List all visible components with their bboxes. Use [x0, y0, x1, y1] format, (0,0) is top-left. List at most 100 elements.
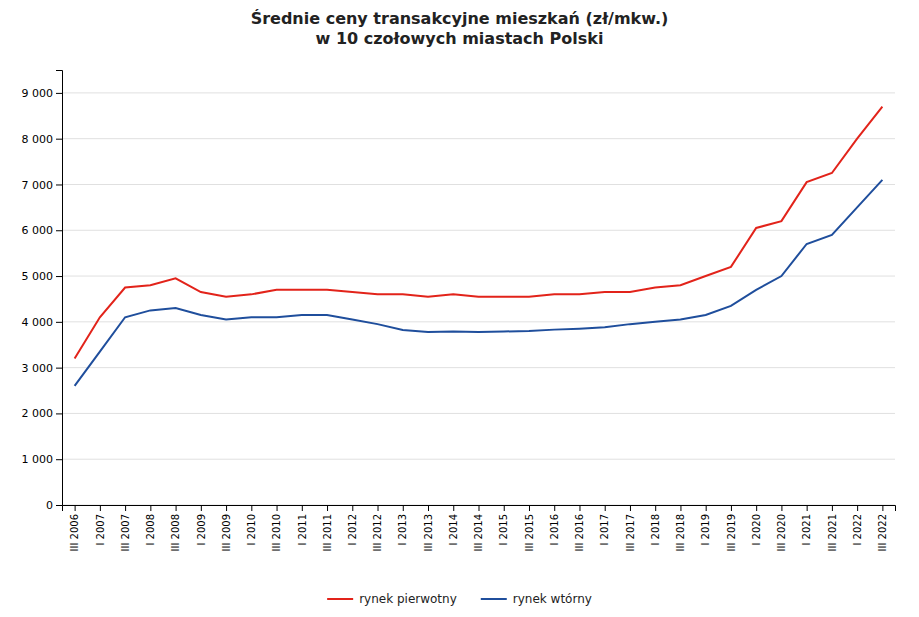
x-tick-label: III 2006 [69, 514, 80, 551]
legend-item: rynek pierwotny [327, 592, 457, 606]
y-tick-mark [56, 413, 62, 414]
x-tick-mark [731, 505, 732, 511]
x-tick-label: III 2018 [675, 514, 686, 551]
x-tick-label: III 2019 [726, 514, 737, 551]
grid-line [62, 138, 895, 139]
y-tick-label: 1 000 [22, 453, 54, 466]
x-tick-mark [756, 505, 757, 511]
x-tick: III 2021 [827, 505, 838, 551]
y-tick-label: 5 000 [22, 270, 54, 283]
x-tick-mark [453, 505, 454, 511]
x-tick: III 2020 [776, 505, 787, 551]
x-tick-label: III 2020 [776, 514, 787, 551]
x-tick: I 2013 [397, 505, 408, 546]
x-tick-label: I 2015 [498, 514, 509, 546]
title-line: w 10 czołowych miastach Polski [316, 29, 604, 48]
x-tick: III 2009 [221, 505, 232, 551]
x-tick-label: I 2019 [700, 514, 711, 546]
y-tick-label: 7 000 [22, 178, 54, 191]
x-tick-label: I 2021 [801, 514, 812, 546]
x-tick: III 2011 [322, 505, 333, 551]
y-tick-mark [56, 184, 62, 185]
series-group [75, 107, 883, 386]
x-tick-mark [504, 505, 505, 511]
x-tick-label: I 2016 [549, 514, 560, 546]
x-tick-mark [327, 505, 328, 511]
x-tick-label: III 2007 [120, 514, 131, 551]
x-tick-label: III 2016 [574, 514, 585, 551]
x-tick-mark [226, 505, 227, 511]
y-axis: 01 0002 0003 0004 0005 0006 0007 0008 00… [22, 71, 63, 513]
x-tick: III 2016 [574, 505, 585, 551]
x-tick: III 2014 [473, 505, 484, 551]
y-tick-mark [56, 322, 62, 323]
x-tick-label: I 2022 [852, 514, 863, 546]
chart: Średnie ceny transakcyjne mieszkań (zł/m… [0, 0, 919, 617]
x-tick: I 2021 [801, 505, 812, 546]
x-tick: I 2015 [498, 505, 509, 546]
x-tick-mark [832, 505, 833, 511]
x-tick-mark [75, 505, 76, 511]
x-tick-label: I 2020 [751, 514, 762, 546]
x-tick-mark [403, 505, 404, 511]
y-tick: 6 000 [22, 224, 63, 237]
x-tick-label: I 2009 [196, 514, 207, 546]
x-tick: I 2017 [599, 505, 610, 546]
x-tick: I 2020 [751, 505, 762, 546]
y-tick-mark [56, 368, 62, 369]
series-line [75, 180, 883, 386]
x-tick-label: III 2010 [271, 514, 282, 551]
x-tick-mark [807, 505, 808, 511]
x-tick-mark [302, 505, 303, 511]
x-tick-label: III 2009 [221, 514, 232, 551]
x-tick-label: III 2011 [322, 514, 333, 551]
x-tick-mark [428, 505, 429, 511]
legend: rynek pierwotny rynek wtórny [327, 592, 592, 606]
x-tick-mark [605, 505, 606, 511]
title-line: Średnie ceny transakcyjne mieszkań (zł/m… [251, 9, 669, 28]
y-tick-mark [56, 139, 62, 140]
grid-line [62, 321, 895, 322]
grid-line [62, 459, 895, 460]
y-tick-label: 6 000 [22, 224, 54, 237]
x-tick-label: I 2013 [397, 514, 408, 546]
x-tick-mark [378, 505, 379, 511]
y-tick: 4 000 [22, 316, 63, 329]
x-tick: III 2006 [69, 505, 80, 551]
y-axis-line [56, 71, 63, 506]
x-tick: I 2009 [196, 505, 207, 546]
x-tick: III 2017 [625, 505, 636, 551]
x-tick-label: I 2010 [246, 514, 257, 546]
x-tick-mark [100, 505, 101, 511]
legend-swatch [481, 598, 507, 600]
x-tick: III 2018 [675, 505, 686, 551]
x-tick: III 2012 [372, 505, 383, 551]
x-tick-label: III 2015 [524, 514, 535, 551]
x-tick: I 2016 [549, 505, 560, 546]
x-tick-mark [352, 505, 353, 511]
x-tick-label: III 2008 [170, 514, 181, 551]
x-tick-label: III 2013 [423, 514, 434, 551]
legend-swatch [327, 598, 353, 600]
title: Średnie ceny transakcyjne mieszkań (zł/m… [251, 9, 669, 48]
grid-line [62, 413, 895, 414]
x-tick-label: I 2017 [599, 514, 610, 546]
x-tick-label: I 2012 [347, 514, 358, 546]
y-tick: 7 000 [22, 178, 63, 191]
x-tick: I 2010 [246, 505, 257, 546]
x-tick-mark [857, 505, 858, 511]
x-tick-mark [176, 505, 177, 511]
legend-label: rynek wtórny [513, 592, 592, 606]
y-tick: 3 000 [22, 362, 63, 375]
x-tick-label: I 2008 [145, 514, 156, 546]
x-tick: I 2007 [95, 505, 106, 546]
x-tick-label: I 2018 [650, 514, 661, 546]
y-tick: 8 000 [22, 133, 63, 146]
x-tick: III 2013 [423, 505, 434, 551]
series-line [75, 107, 883, 359]
x-tick-mark [201, 505, 202, 511]
x-tick: III 2019 [726, 505, 737, 551]
y-tick-label: 0 [46, 499, 53, 512]
x-tick-label: III 2022 [877, 514, 888, 551]
x-tick: III 2008 [170, 505, 181, 551]
